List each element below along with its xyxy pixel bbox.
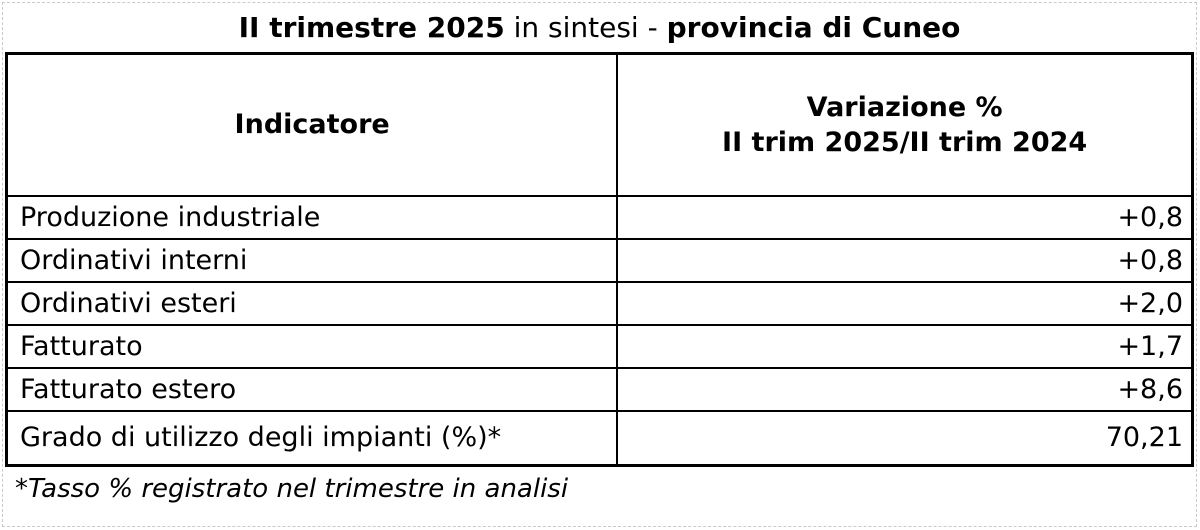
value-cell: +8,6 (616, 366, 1194, 412)
table-row: Grado di utilizzo degli impianti (%)* 70… (5, 409, 1194, 467)
table-row: Fatturato estero +8,6 (5, 366, 1194, 412)
title-period: II trimestre 2025 (238, 11, 505, 44)
variazione-header-line2: II trim 2025/II trim 2024 (722, 126, 1088, 158)
summary-table: Indicatore Variazione % II trim 2025/II … (5, 52, 1194, 467)
title-region: provincia di Cuneo (666, 11, 961, 44)
indicator-cell: Grado di utilizzo degli impianti (%)* (5, 409, 619, 467)
value-cell: 70,21 (616, 409, 1194, 467)
indicator-cell: Fatturato (5, 323, 619, 369)
indicator-cell: Fatturato estero (5, 366, 619, 412)
page-title: II trimestre 2025 in sintesi - provincia… (3, 3, 1196, 52)
value-cell: +0,8 (616, 194, 1194, 240)
title-connector: in sintesi - (504, 11, 667, 44)
indicator-cell: Ordinativi esteri (5, 280, 619, 326)
footnote: *Tasso % registrato nel trimestre in ana… (15, 474, 569, 504)
indicator-cell: Produzione industriale (5, 194, 619, 240)
variazione-header-line1: Variazione % (806, 91, 1003, 123)
table-row: Produzione industriale +0,8 (5, 194, 1194, 240)
table-row: Ordinativi esteri +2,0 (5, 280, 1194, 326)
indicator-cell: Ordinativi interni (5, 237, 619, 283)
value-cell: +0,8 (616, 237, 1194, 283)
value-cell: +2,0 (616, 280, 1194, 326)
column-header-indicatore: Indicatore (5, 52, 619, 197)
header-row: Indicatore Variazione % II trim 2025/II … (5, 52, 1194, 197)
table-row: Fatturato +1,7 (5, 323, 1194, 369)
table-row: Ordinativi interni +0,8 (5, 237, 1194, 283)
value-cell: +1,7 (616, 323, 1194, 369)
column-header-variazione: Variazione % II trim 2025/II trim 2024 (616, 52, 1194, 197)
